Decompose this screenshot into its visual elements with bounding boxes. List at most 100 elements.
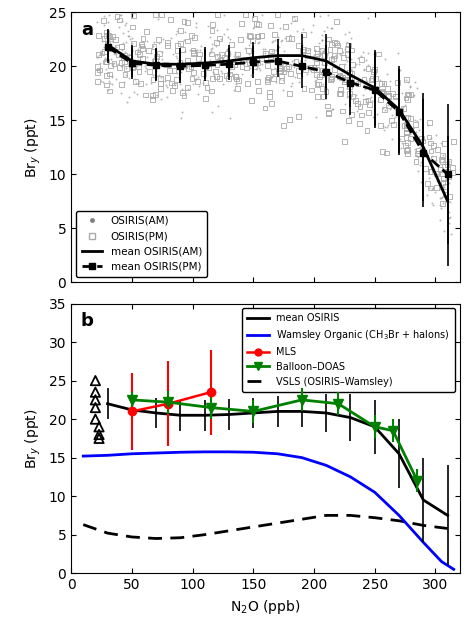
Point — [401, 121, 409, 131]
Point — [347, 110, 355, 120]
Point — [206, 49, 214, 59]
Point — [122, 18, 129, 28]
Point — [328, 23, 336, 33]
Point — [399, 88, 406, 98]
Point — [162, 61, 169, 71]
Point — [184, 17, 191, 27]
Point — [403, 146, 410, 156]
Point — [128, 45, 136, 55]
Point — [291, 14, 299, 24]
Point — [439, 199, 447, 209]
Point — [432, 155, 439, 165]
Point — [228, 39, 236, 49]
Point — [384, 88, 392, 98]
Point — [285, 115, 293, 125]
Point — [121, 69, 129, 79]
Point — [441, 138, 448, 148]
Point — [417, 133, 425, 143]
Point — [383, 69, 391, 79]
Point — [446, 192, 453, 202]
Point — [232, 79, 240, 89]
Point — [181, 61, 188, 71]
Point — [94, 67, 101, 77]
Point — [197, 40, 205, 50]
Point — [97, 77, 105, 87]
Point — [163, 92, 171, 102]
Point — [432, 169, 440, 179]
Point — [339, 47, 347, 57]
Point — [91, 376, 99, 386]
Point — [380, 103, 387, 113]
Point — [318, 59, 326, 69]
Point — [245, 49, 252, 59]
Point — [297, 50, 305, 60]
Point — [181, 36, 188, 45]
Point — [223, 71, 230, 81]
Point — [319, 65, 327, 75]
Point — [116, 15, 124, 25]
Point — [180, 91, 188, 101]
Point — [274, 34, 282, 44]
Point — [277, 64, 285, 74]
Point — [373, 109, 381, 119]
Point — [224, 49, 231, 59]
Point — [255, 64, 263, 74]
Point — [189, 79, 196, 89]
Point — [227, 57, 234, 67]
Point — [304, 50, 311, 60]
Point — [213, 60, 221, 70]
Point — [276, 23, 283, 33]
Point — [209, 73, 216, 83]
Point — [231, 47, 238, 57]
Point — [317, 69, 325, 78]
Point — [413, 83, 420, 93]
Point — [228, 61, 235, 71]
Point — [240, 54, 247, 64]
Point — [267, 52, 274, 62]
Point — [280, 67, 288, 77]
Point — [282, 59, 290, 69]
Point — [115, 22, 122, 32]
Point — [162, 76, 169, 86]
Point — [324, 48, 332, 58]
Point — [197, 56, 204, 66]
Point — [416, 114, 424, 124]
Point — [439, 156, 447, 166]
Point — [158, 58, 165, 68]
Point — [108, 72, 116, 82]
Point — [173, 69, 180, 78]
Point — [403, 145, 411, 155]
Point — [150, 57, 158, 67]
Point — [171, 80, 179, 90]
Point — [183, 36, 191, 46]
Point — [192, 74, 200, 83]
Point — [437, 215, 444, 225]
Point — [292, 72, 299, 82]
Point — [285, 36, 293, 45]
Point — [93, 61, 101, 71]
Point — [158, 9, 165, 19]
Point — [100, 56, 108, 66]
Point — [191, 32, 199, 42]
Point — [206, 55, 213, 65]
Point — [404, 90, 411, 100]
Point — [190, 48, 197, 58]
Point — [299, 24, 306, 34]
Point — [214, 53, 221, 63]
Point — [394, 108, 402, 118]
Point — [267, 20, 274, 30]
Point — [384, 90, 392, 100]
Point — [269, 72, 276, 82]
Point — [348, 45, 356, 55]
Point — [216, 34, 223, 44]
Point — [201, 58, 208, 68]
Point — [162, 59, 169, 69]
Point — [149, 41, 157, 51]
Point — [315, 79, 322, 89]
Point — [125, 92, 133, 102]
Point — [364, 13, 372, 23]
Point — [108, 70, 115, 80]
Point — [320, 46, 328, 56]
Point — [253, 77, 261, 87]
Point — [272, 35, 279, 45]
